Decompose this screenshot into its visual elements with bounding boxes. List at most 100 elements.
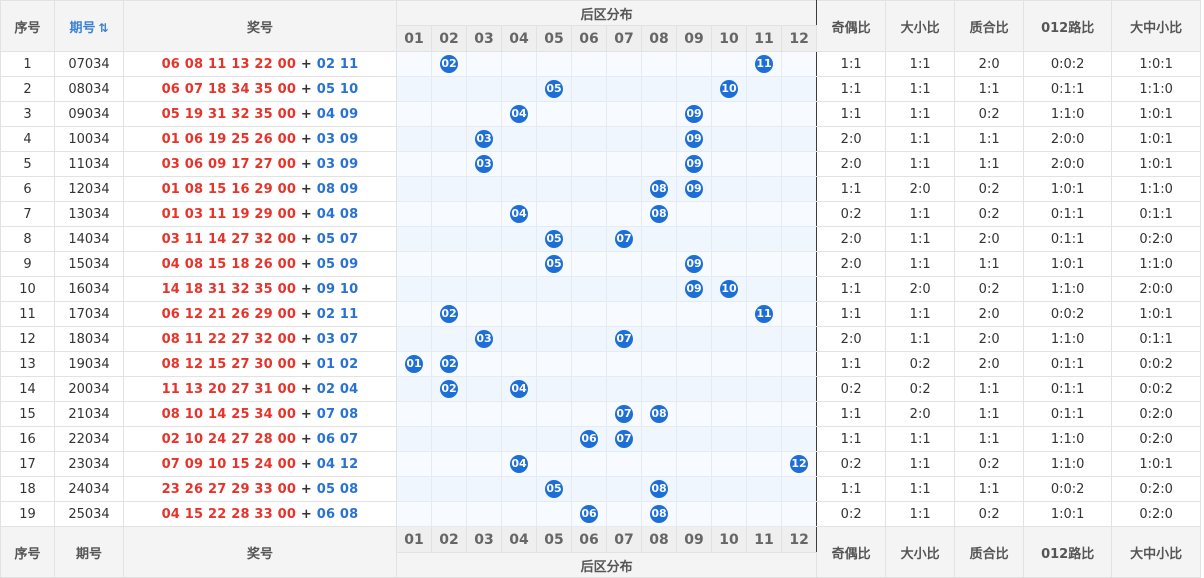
dist-cell-01 <box>396 51 432 77</box>
row-issue: 17034 <box>54 301 124 327</box>
ratio-cell: 0:2 <box>954 451 1025 477</box>
table-row: 16 22034 02 10 24 27 28 00 + 06 07 06 07 1:1 1… <box>0 426 1202 452</box>
ratio-cell: 1:1 <box>885 476 956 502</box>
sort-icon[interactable]: ⇅ <box>98 20 109 35</box>
footer-col-06: 06 <box>571 526 607 553</box>
header-issue-sort[interactable]: 期号 ⇅ <box>54 0 124 52</box>
front-numbers: 02 10 24 27 28 00 <box>161 431 297 447</box>
ratio-cell: 1:1 <box>954 76 1025 102</box>
header-prize: 奖号 <box>123 0 397 52</box>
dist-cell-04 <box>501 401 537 427</box>
dist-cell-10 <box>711 376 747 402</box>
header-back-distribution: 后区分布 <box>395 0 818 26</box>
dist-cell-09 <box>676 426 712 452</box>
dist-cell-11 <box>746 501 782 527</box>
front-numbers: 06 08 11 13 22 00 <box>161 56 297 72</box>
dist-cell-07 <box>606 176 642 202</box>
dist-cell-02 <box>431 401 467 427</box>
number-ball: 09 <box>685 155 703 173</box>
dist-cell-09: 09 <box>676 101 712 127</box>
dist-cell-11 <box>746 426 782 452</box>
number-ball: 04 <box>510 105 528 123</box>
dist-cell-12 <box>780 76 818 102</box>
row-index: 19 <box>0 501 55 527</box>
plus-sign: + <box>300 506 312 522</box>
footer-col-03: 03 <box>466 526 502 553</box>
dist-cell-04 <box>501 276 537 302</box>
dist-cell-12 <box>780 276 818 302</box>
back-numbers: 06 07 <box>316 431 359 447</box>
footer-prime-composite: 质合比 <box>954 526 1025 578</box>
back-numbers: 03 09 <box>316 156 359 172</box>
header-col-09: 09 <box>676 25 712 52</box>
ratio-cell: 1:1 <box>885 451 956 477</box>
number-ball: 06 <box>580 505 598 523</box>
number-ball: 02 <box>440 380 458 398</box>
table-row: 10 16034 14 18 31 32 35 00 + 09 10 09 10 1:1 2… <box>0 276 1202 302</box>
dist-cell-02 <box>431 176 467 202</box>
dist-cell-07: 07 <box>606 326 642 352</box>
dist-cell-12 <box>780 326 818 352</box>
dist-cell-11 <box>746 101 782 127</box>
dist-cell-09 <box>676 401 712 427</box>
ratio-cell: 2:0 <box>816 251 887 277</box>
plus-sign: + <box>300 81 312 97</box>
dist-cell-04: 04 <box>501 101 537 127</box>
front-numbers: 01 03 11 19 29 00 <box>161 206 297 222</box>
back-numbers: 02 11 <box>316 56 359 72</box>
header-012-route: 012路比 <box>1023 0 1113 52</box>
ratio-cell: 0:2 <box>816 201 887 227</box>
table-row: 18 24034 23 26 27 29 33 00 + 05 08 05 08 1:1 1… <box>0 476 1202 502</box>
number-ball: 04 <box>510 380 528 398</box>
number-ball: 02 <box>440 55 458 73</box>
dist-cell-07 <box>606 451 642 477</box>
dist-cell-10 <box>711 351 747 377</box>
front-numbers: 08 11 22 27 32 00 <box>161 331 297 347</box>
dist-cell-04: 04 <box>501 451 537 477</box>
dist-cell-09: 09 <box>676 151 712 177</box>
dist-cell-10 <box>711 426 747 452</box>
dist-cell-05 <box>536 376 572 402</box>
dist-cell-02 <box>431 251 467 277</box>
back-numbers: 04 12 <box>316 456 359 472</box>
plus-sign: + <box>300 431 312 447</box>
dist-cell-10 <box>711 201 747 227</box>
ratio-cell: 1:1 <box>816 301 887 327</box>
number-ball: 07 <box>615 230 633 248</box>
dist-cell-04: 04 <box>501 201 537 227</box>
dist-cell-03 <box>466 201 502 227</box>
row-issue: 22034 <box>54 426 124 452</box>
dist-cell-07 <box>606 51 642 77</box>
table-row: 2 08034 06 07 18 34 35 00 + 05 10 05 10 1:1 1:… <box>0 76 1202 102</box>
header-odd-even: 奇偶比 <box>816 0 887 52</box>
dist-cell-09 <box>676 501 712 527</box>
row-prize-numbers: 08 10 14 25 34 00 + 07 08 <box>123 401 397 427</box>
row-index: 4 <box>0 126 55 152</box>
dist-cell-01 <box>396 76 432 102</box>
ratio-cell: 1:1:0 <box>1023 276 1113 302</box>
row-index: 7 <box>0 201 55 227</box>
row-index: 15 <box>0 401 55 427</box>
dist-cell-06: 06 <box>571 501 607 527</box>
dist-cell-04: 04 <box>501 376 537 402</box>
dist-cell-05 <box>536 501 572 527</box>
back-numbers: 03 09 <box>316 131 359 147</box>
dist-cell-08 <box>641 51 677 77</box>
header-col-06: 06 <box>571 25 607 52</box>
row-issue: 08034 <box>54 76 124 102</box>
row-index: 11 <box>0 301 55 327</box>
header-issue-label[interactable]: 期号 <box>69 20 96 36</box>
front-numbers: 06 12 21 26 29 00 <box>161 306 297 322</box>
ratio-cell: 2:0 <box>816 326 887 352</box>
ratio-cell: 0:1:1 <box>1023 76 1113 102</box>
footer-odd-even: 奇偶比 <box>816 526 887 578</box>
ratio-cell: 1:1 <box>954 401 1025 427</box>
ratio-cell: 1:0:1 <box>1111 451 1202 477</box>
dist-cell-06 <box>571 126 607 152</box>
footer-col-05: 05 <box>536 526 572 553</box>
dist-cell-12 <box>780 251 818 277</box>
plus-sign: + <box>300 56 312 72</box>
dist-cell-03 <box>466 501 502 527</box>
dist-cell-02 <box>431 276 467 302</box>
back-numbers: 05 09 <box>316 256 359 272</box>
